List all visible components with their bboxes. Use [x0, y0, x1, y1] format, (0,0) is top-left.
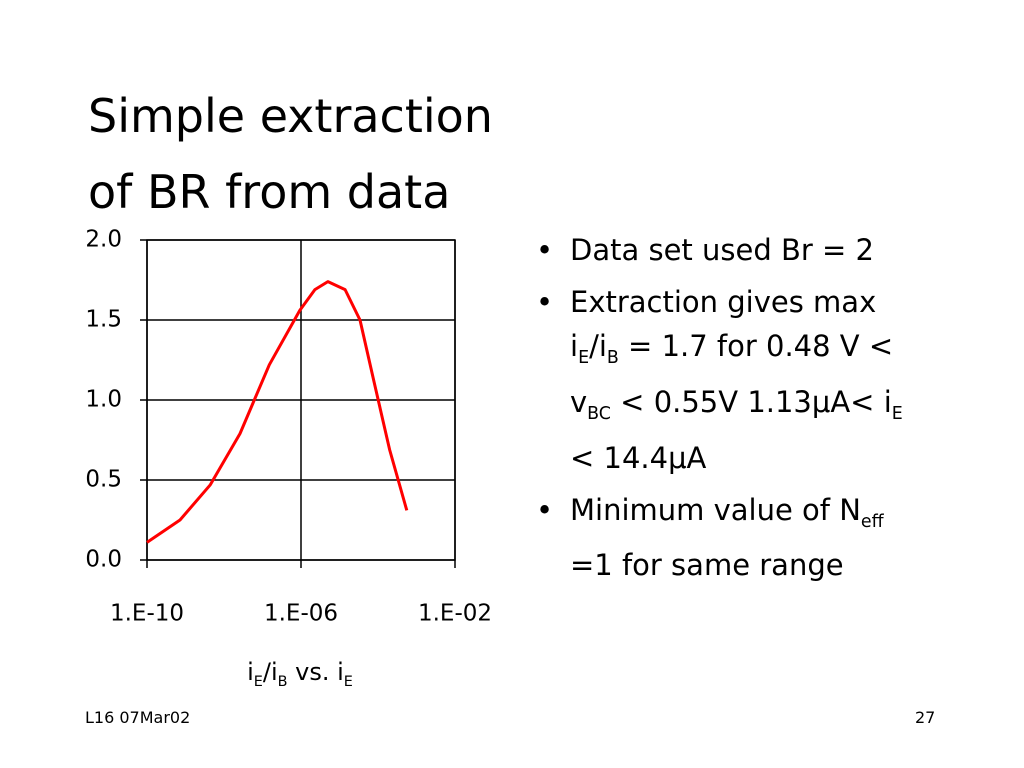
x-tick-label: 1.E-02 — [418, 601, 492, 627]
subscript: BC — [587, 403, 611, 424]
subscript: E — [578, 347, 590, 368]
text-run: Extraction gives max i — [570, 285, 877, 363]
data-line — [146, 280, 409, 544]
y-tick-label: 0.0 — [85, 547, 122, 573]
bullet: Data set used Br = 2 — [532, 228, 922, 272]
subscript: B — [606, 347, 619, 368]
text-run: i — [247, 658, 254, 686]
subscript: B — [277, 673, 288, 690]
title-line: of BR from data — [88, 165, 451, 219]
text-run: /i — [589, 329, 607, 363]
text-run: = 1.7 for 0.48 V < v — [570, 329, 894, 419]
slide-title: Simple extraction of BR from data — [88, 78, 493, 230]
page-number: 27 — [915, 708, 936, 727]
text-run: vs. i — [287, 658, 344, 686]
x-axis-label: iE/iB vs. iE — [150, 658, 450, 690]
text-run: /i — [262, 658, 278, 686]
y-tick-label: 1.0 — [85, 387, 122, 413]
subscript: E — [253, 673, 263, 690]
x-tick-label: 1.E-06 — [264, 601, 338, 627]
y-tick-label: 2.0 — [85, 227, 122, 253]
text-run: =1 for same range — [570, 548, 844, 583]
subscript: eff — [860, 511, 884, 532]
x-tick-label: 1.E-10 — [110, 601, 184, 627]
text-run: Data set used Br = 2 — [570, 233, 874, 267]
text-run: Minimum value of N — [570, 492, 861, 527]
bullet-list: Data set used Br = 2 Extraction gives max… — [532, 228, 922, 595]
plot-frame — [146, 239, 456, 561]
subscript: E — [343, 673, 353, 690]
text-run: < 14.4μA — [570, 440, 707, 475]
y-tick-label: 0.5 — [85, 467, 122, 493]
footer-left: L16 07Mar02 — [85, 708, 191, 727]
title-line: Simple extraction — [88, 89, 493, 143]
subscript: E — [891, 403, 903, 424]
bullet: Extraction gives max iE/iB = 1.7 for 0.4… — [532, 280, 922, 480]
bullet: Minimum value of Neff =1 for same range — [532, 488, 922, 588]
text-run: < 0.55V 1.13μA< i — [610, 384, 892, 419]
y-tick-label: 1.5 — [85, 307, 122, 333]
